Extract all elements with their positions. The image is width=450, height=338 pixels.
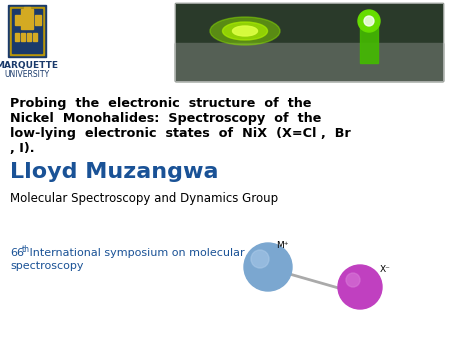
Ellipse shape xyxy=(364,16,374,26)
Bar xyxy=(15,15,21,25)
Text: MARQUETTE: MARQUETTE xyxy=(0,61,58,70)
Ellipse shape xyxy=(210,17,280,45)
Bar xyxy=(21,33,25,41)
Text: th: th xyxy=(22,245,30,254)
Bar xyxy=(24,7,30,13)
Text: Molecular Spectroscopy and Dynamics Group: Molecular Spectroscopy and Dynamics Grou… xyxy=(10,192,278,205)
Ellipse shape xyxy=(233,26,257,36)
Bar xyxy=(10,7,44,55)
Text: , I).: , I). xyxy=(10,142,35,155)
Circle shape xyxy=(244,243,292,291)
Ellipse shape xyxy=(358,10,380,32)
Text: International symposium on molecular: International symposium on molecular xyxy=(26,248,245,258)
Text: Nickel  Monohalides:  Spectroscopy  of  the: Nickel Monohalides: Spectroscopy of the xyxy=(10,112,321,125)
Bar xyxy=(8,5,46,57)
Bar xyxy=(33,33,37,41)
Ellipse shape xyxy=(222,22,267,40)
Bar xyxy=(175,43,443,81)
Circle shape xyxy=(251,250,269,268)
Text: 66: 66 xyxy=(10,248,24,258)
Text: Probing  the  electronic  structure  of  the: Probing the electronic structure of the xyxy=(10,97,311,110)
Circle shape xyxy=(338,265,382,309)
Bar xyxy=(27,33,31,41)
Text: M⁺: M⁺ xyxy=(276,241,288,250)
Bar xyxy=(175,3,443,81)
Text: X⁻: X⁻ xyxy=(380,265,391,274)
Circle shape xyxy=(346,273,360,287)
Bar xyxy=(15,33,19,41)
Bar xyxy=(26,15,32,25)
Bar xyxy=(35,15,41,25)
Text: UNIVERSITY: UNIVERSITY xyxy=(4,70,50,79)
Bar xyxy=(175,3,443,81)
Text: spectroscopy: spectroscopy xyxy=(10,261,84,271)
Bar xyxy=(360,18,378,63)
Bar xyxy=(12,9,42,53)
Text: Lloyd Muzangwa: Lloyd Muzangwa xyxy=(10,162,219,182)
Bar xyxy=(21,9,33,29)
Text: low-lying  electronic  states  of  NiX  (X=Cl ,  Br: low-lying electronic states of NiX (X=Cl… xyxy=(10,127,351,140)
